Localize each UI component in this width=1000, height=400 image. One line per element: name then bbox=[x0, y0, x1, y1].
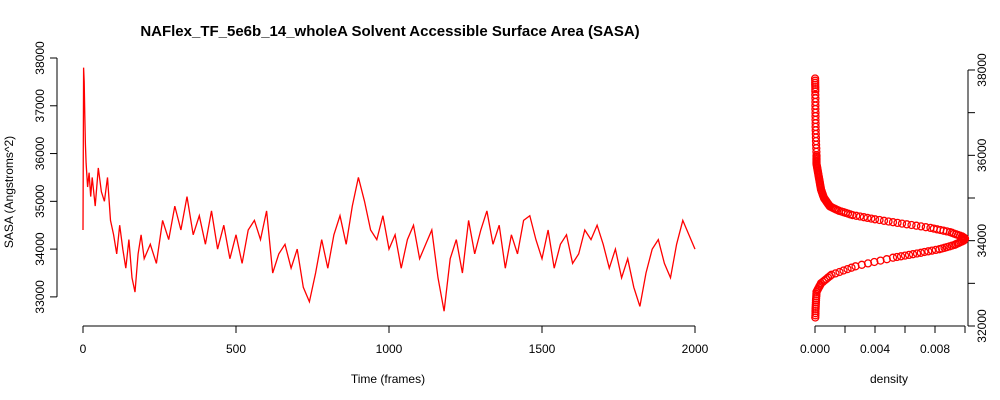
density-point bbox=[835, 267, 844, 277]
density-x-tick-label: 0.004 bbox=[860, 342, 890, 356]
density-point bbox=[902, 220, 911, 229]
main-y-tick-label: 36000 bbox=[33, 137, 47, 171]
density-point bbox=[888, 218, 898, 227]
density-x-tick-label: 0.008 bbox=[920, 342, 950, 356]
main-y-tick-label: 34000 bbox=[33, 232, 47, 266]
main-x-tick-label: 500 bbox=[226, 342, 246, 356]
density-point bbox=[839, 266, 848, 275]
density-point bbox=[920, 247, 929, 257]
density-point bbox=[893, 218, 902, 228]
density-point bbox=[859, 213, 868, 222]
main-y-tick-label: 37000 bbox=[33, 89, 47, 123]
density-point bbox=[827, 270, 836, 279]
density-point bbox=[924, 247, 933, 256]
density-point bbox=[843, 264, 852, 274]
sasa-series-line bbox=[82, 67, 696, 312]
density-y-tick-label: 38000 bbox=[975, 53, 989, 87]
density-point bbox=[912, 249, 922, 258]
density-point bbox=[900, 251, 910, 260]
density-point bbox=[879, 216, 889, 225]
density-point bbox=[929, 224, 938, 233]
density-point bbox=[810, 74, 820, 83]
main-y-tick-label: 35000 bbox=[33, 184, 47, 218]
density-point bbox=[926, 223, 935, 233]
main-x-tick-label: 0 bbox=[80, 342, 87, 356]
density-point bbox=[884, 217, 893, 226]
density-point bbox=[916, 248, 925, 257]
main-x-tick-label: 1500 bbox=[529, 342, 556, 356]
density-point bbox=[852, 211, 861, 220]
main-x-axis: 0 500 1000 1500 2000 bbox=[80, 325, 709, 356]
density-y-axis: 32000 34000 36000 38000 bbox=[967, 53, 989, 343]
density-point bbox=[892, 252, 902, 262]
density-point bbox=[927, 246, 937, 255]
density-point bbox=[921, 223, 930, 232]
timeseries-panel: 33000 34000 35000 36000 37000 38000 0 500 1000 1… bbox=[2, 41, 709, 386]
main-x-tick-label: 1000 bbox=[376, 342, 403, 356]
density-x-axis-label: density bbox=[870, 372, 908, 386]
density-x-tick-label: 0.000 bbox=[800, 342, 830, 356]
main-y-tick-label: 33000 bbox=[33, 280, 47, 314]
density-x-axis: 0.000 0.004 0.008 bbox=[800, 325, 966, 356]
density-point bbox=[863, 213, 872, 223]
density-point bbox=[855, 212, 865, 221]
density-point bbox=[908, 250, 918, 259]
density-point bbox=[897, 219, 907, 228]
density-point bbox=[904, 250, 914, 260]
density-y-tick-label: 32000 bbox=[975, 309, 989, 343]
density-panel: 0.000 0.004 0.008 32000 34000 36000 38000 den… bbox=[800, 53, 989, 386]
density-point bbox=[875, 215, 884, 225]
density-point bbox=[847, 263, 856, 272]
density-y-tick-label: 36000 bbox=[975, 138, 989, 172]
density-point bbox=[907, 220, 916, 230]
density-y-tick-label: 34000 bbox=[975, 224, 989, 258]
main-y-axis-label: SASA (Angstroms^2) bbox=[2, 136, 16, 248]
density-point bbox=[831, 269, 840, 278]
main-x-axis-label: Time (frames) bbox=[351, 372, 425, 386]
density-point bbox=[811, 90, 820, 100]
density-point bbox=[916, 222, 926, 231]
density-point bbox=[888, 253, 898, 262]
density-points bbox=[810, 74, 970, 322]
density-point bbox=[870, 215, 880, 224]
main-x-tick-label: 2000 bbox=[682, 342, 709, 356]
main-y-tick-label: 38000 bbox=[33, 41, 47, 75]
density-point bbox=[912, 221, 921, 230]
density-point bbox=[896, 252, 906, 261]
chart-title: NAFlex_TF_5e6b_14_wholeA Solvent Accessi… bbox=[140, 23, 639, 40]
main-y-axis: 33000 34000 35000 36000 37000 38000 bbox=[33, 41, 58, 314]
density-point bbox=[867, 214, 876, 223]
